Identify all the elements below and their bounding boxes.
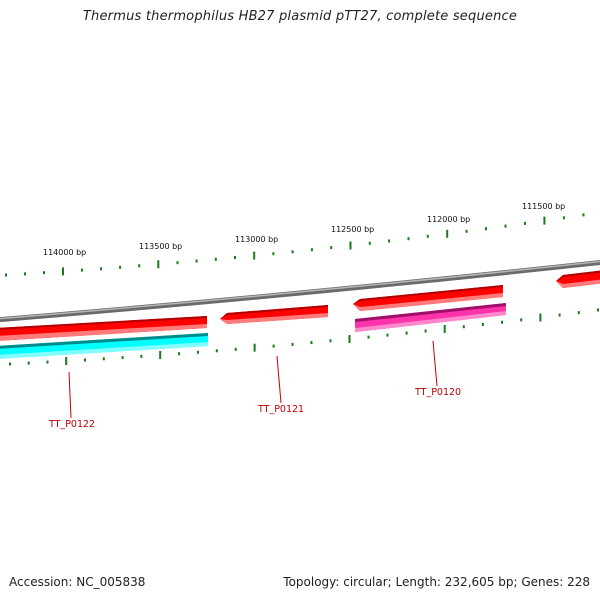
leader-line-p0122 (68, 371, 72, 419)
forward-gene-4[interactable] (556, 270, 600, 288)
outer-ruler-ticks (5, 213, 585, 277)
leader-line-p0120 (432, 340, 438, 387)
gene-label-p0121[interactable]: TT_P0121 (257, 404, 304, 415)
ruler-label-113500: 113500 bp (139, 242, 182, 251)
reverse-gene-magenta[interactable] (355, 303, 506, 332)
forward-gene-3[interactable] (353, 285, 503, 311)
ruler-label-112000: 112000 bp (427, 215, 470, 224)
inner-ruler-ticks (9, 308, 599, 366)
plasmid-backbone (0, 260, 600, 323)
ruler-label-114000: 114000 bp (43, 248, 86, 257)
ruler-label-112500: 112500 bp (331, 225, 374, 234)
plasmid-backbone-highlight (0, 260, 600, 320)
gene-label-p0122[interactable]: TT_P0122 (48, 419, 95, 430)
map-title: Thermus thermophilus HB27 plasmid pTT27,… (82, 9, 518, 24)
forward-gene-2[interactable] (220, 305, 328, 324)
forward-gene-1[interactable] (0, 316, 207, 341)
reverse-gene-cyan[interactable] (0, 333, 208, 359)
leader-line-p0121 (276, 355, 282, 404)
accession-text: Accession: NC_005838 (9, 575, 146, 589)
topology-text: Topology: circular; Length: 232,605 bp; … (283, 575, 590, 589)
ruler-label-111500: 111500 bp (522, 202, 565, 211)
ruler-label-113000: 113000 bp (235, 235, 278, 244)
gene-label-p0120[interactable]: TT_P0120 (414, 387, 461, 398)
